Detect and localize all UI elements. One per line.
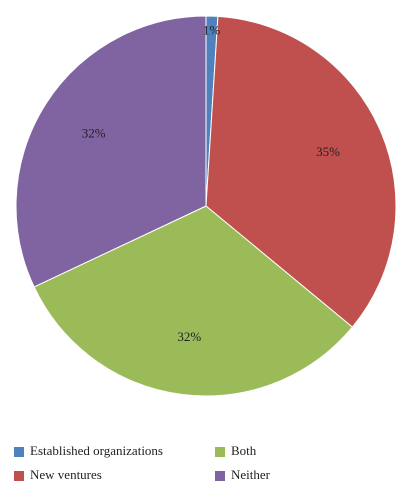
legend-swatch [215,447,225,457]
legend-label: Both [231,443,257,458]
legend-swatch [215,471,225,481]
legend-label: Established organizations [30,443,163,458]
legend-swatch [14,471,24,481]
pie-slice [205,15,397,328]
data-label: 32% [82,126,106,141]
data-label: 1% [203,22,221,37]
pie-slice [15,15,207,288]
legend-label: New ventures [30,467,102,482]
legend-label: Neither [231,467,271,482]
data-label: 32% [177,329,201,344]
pie-slice [33,205,354,397]
legend-swatch [14,447,24,457]
data-label: 35% [316,144,340,159]
